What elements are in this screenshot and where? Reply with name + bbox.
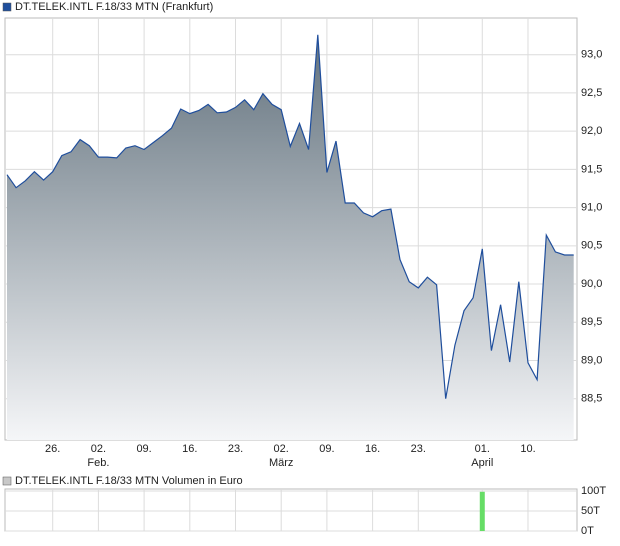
x-tick-label: 01. bbox=[475, 443, 490, 455]
chart-title: DT.TELEK.INTL F.18/33 MTN (Frankfurt) bbox=[15, 1, 213, 13]
x-tick-label: 26. bbox=[45, 443, 60, 455]
x-tick-label: 10. bbox=[520, 443, 535, 455]
y-tick-label: 50T bbox=[581, 505, 600, 517]
x-tick-label: 16. bbox=[182, 443, 197, 455]
x-month-label: April bbox=[471, 457, 493, 469]
y-tick-label: 91,5 bbox=[581, 163, 602, 175]
line bbox=[6, 34, 574, 399]
area bbox=[7, 34, 574, 441]
x-tick-label: 16. bbox=[365, 443, 380, 455]
legend-swatch bbox=[2, 476, 12, 486]
x-tick-label: 09. bbox=[136, 443, 151, 455]
y-tick-label: 89,0 bbox=[581, 354, 602, 366]
x-tick-label: 23. bbox=[411, 443, 426, 455]
y-tick-label: 89,5 bbox=[581, 316, 602, 328]
x-tick-label: 23. bbox=[228, 443, 243, 455]
legend-swatch bbox=[2, 2, 12, 12]
x-month-label: Feb. bbox=[87, 457, 109, 469]
x-tick-label: 02. bbox=[274, 443, 289, 455]
y-tick-label: 0T bbox=[581, 525, 594, 537]
bar bbox=[479, 491, 485, 531]
y-tick-label: 92,0 bbox=[581, 125, 602, 137]
plot-area bbox=[4, 488, 578, 532]
y-tick-label: 93,0 bbox=[581, 49, 602, 61]
y-tick-label: 90,5 bbox=[581, 240, 602, 252]
chart-title: DT.TELEK.INTL F.18/33 MTN Volumen in Eur… bbox=[15, 475, 243, 487]
y-tick-label: 100T bbox=[581, 485, 606, 497]
y-tick-label: 90,0 bbox=[581, 278, 602, 290]
x-tick-label: 09. bbox=[319, 443, 334, 455]
y-tick-label: 91,0 bbox=[581, 202, 602, 214]
x-tick-label: 02. bbox=[91, 443, 106, 455]
y-tick-label: 92,5 bbox=[581, 87, 602, 99]
x-month-label: März bbox=[269, 457, 293, 469]
y-tick-label: 88,5 bbox=[581, 393, 602, 405]
